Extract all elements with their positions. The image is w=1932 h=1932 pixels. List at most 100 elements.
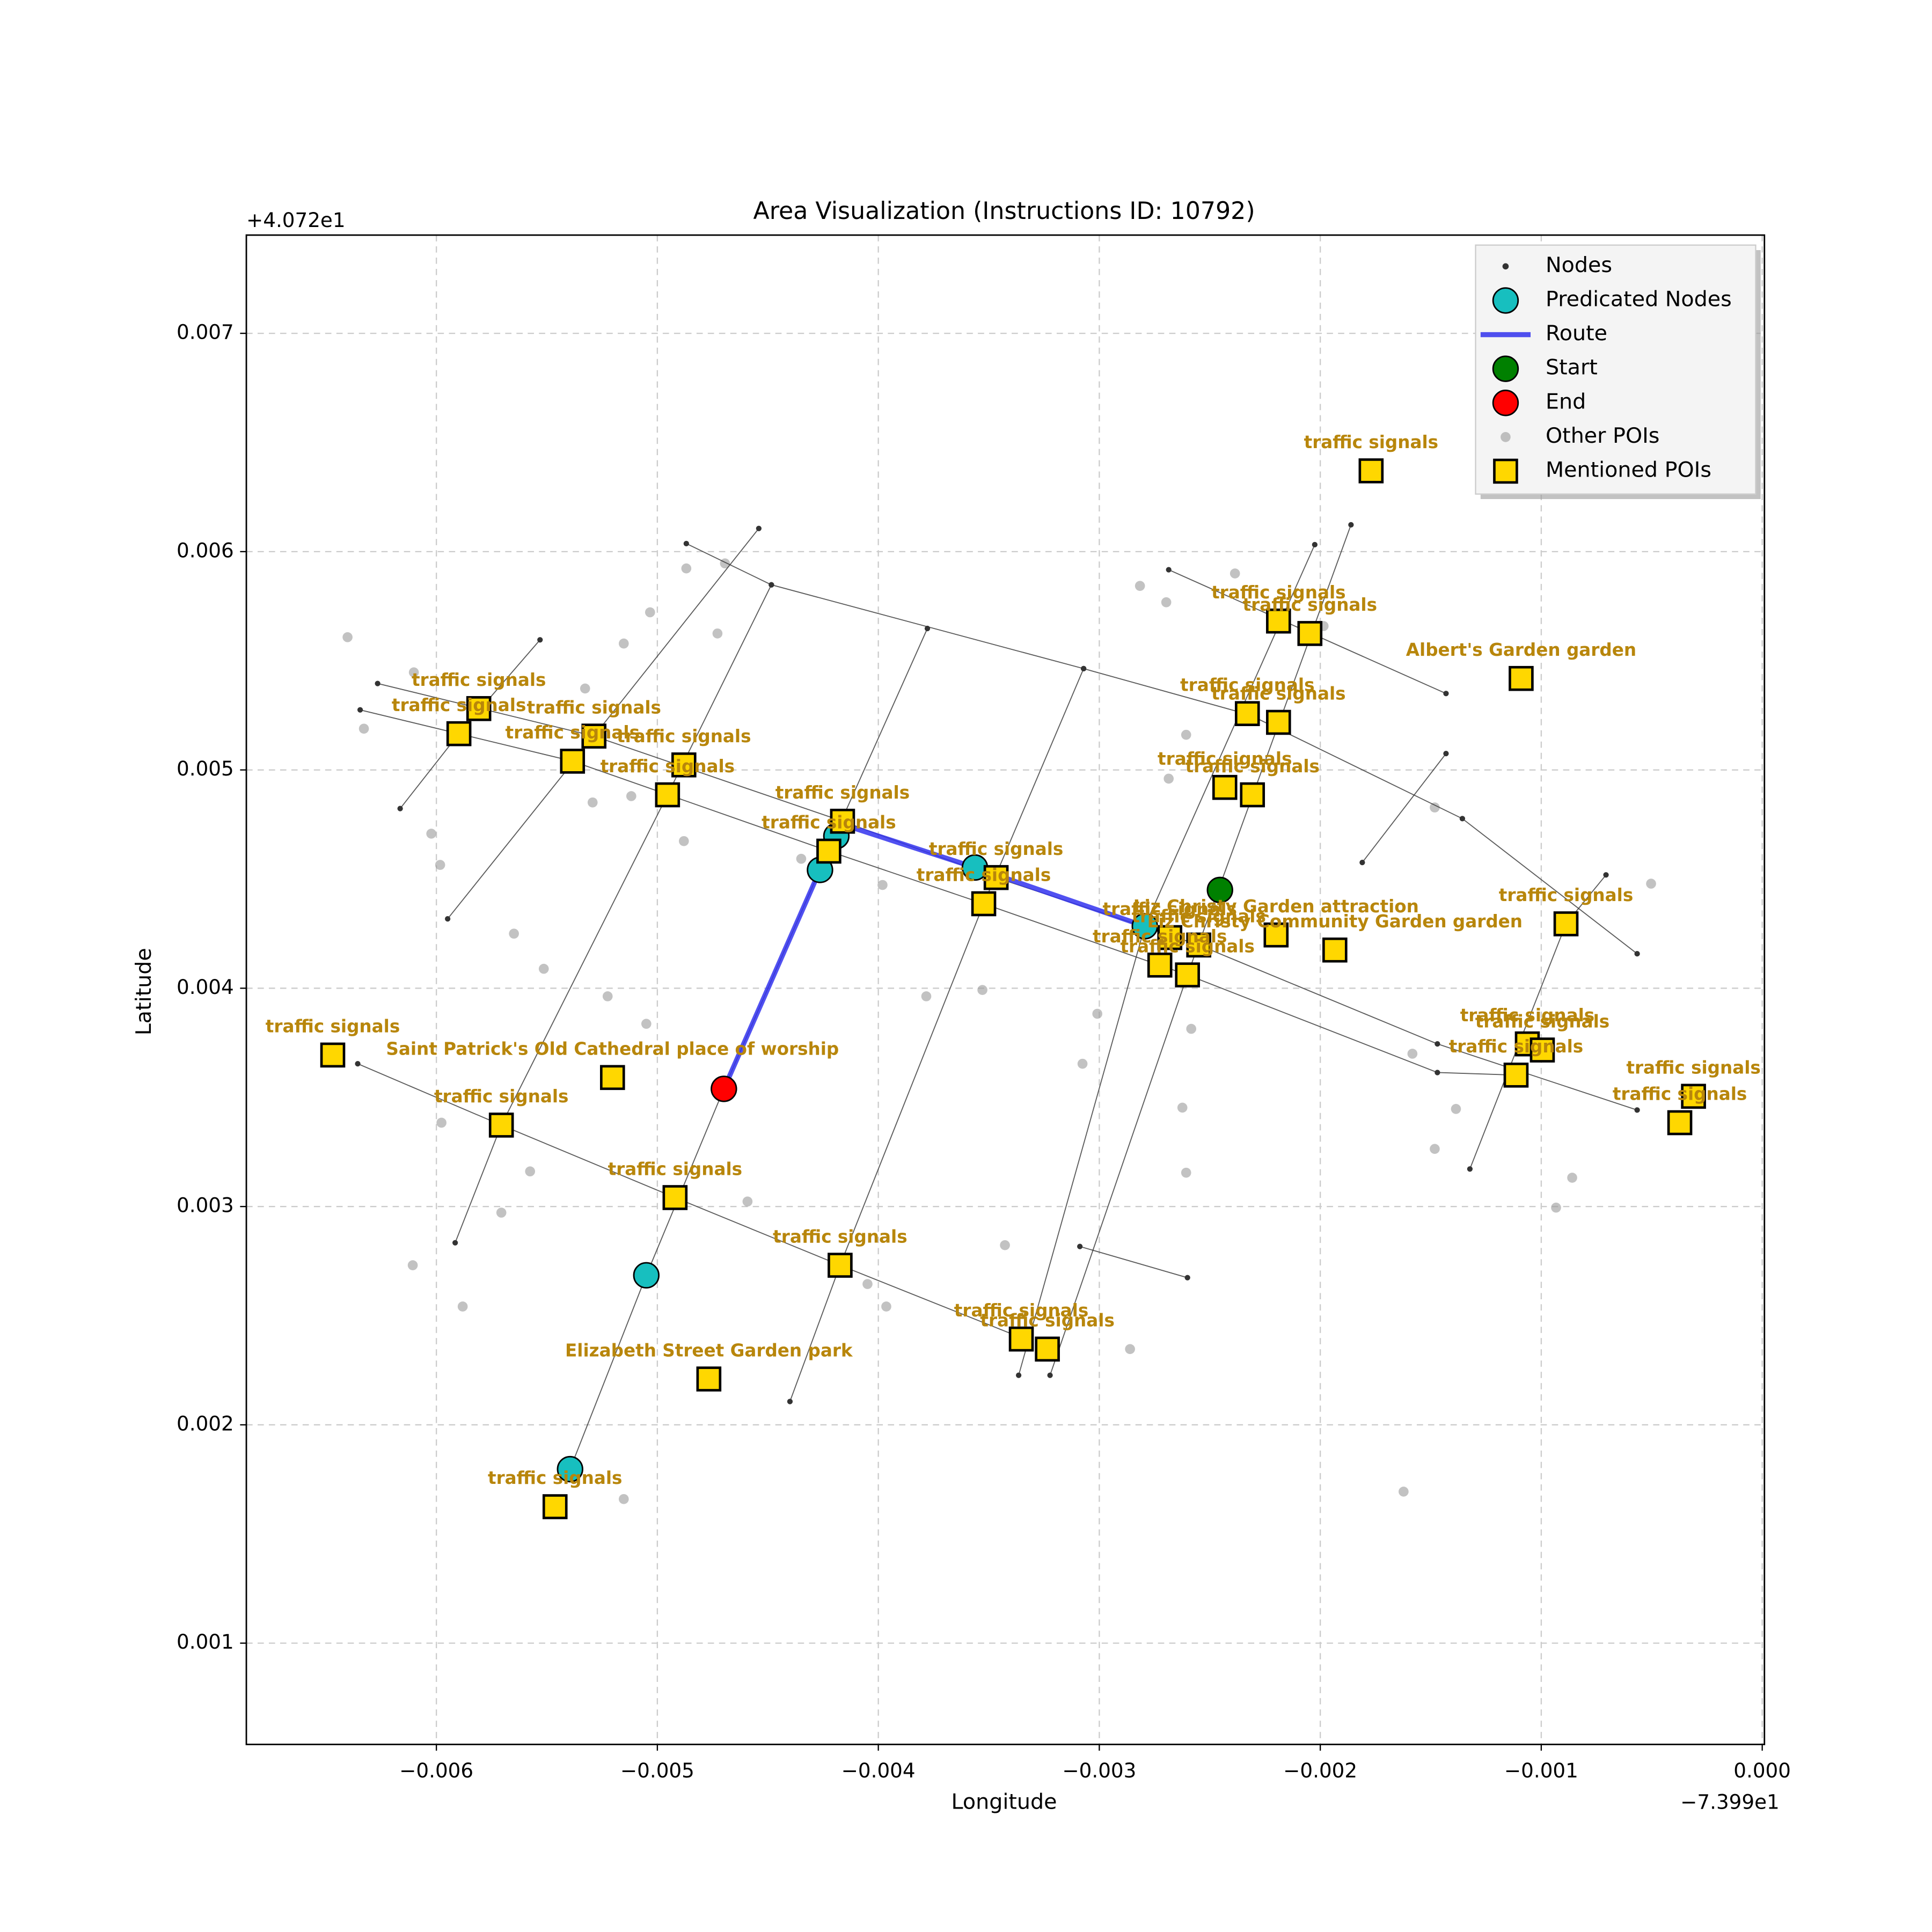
- poi-label: traffic signals: [526, 697, 661, 718]
- mentioned-poi: [816, 838, 841, 864]
- mentioned-poi: [466, 696, 492, 721]
- mentioned-poi: [1681, 1084, 1706, 1109]
- node: [1184, 1275, 1190, 1280]
- mentioned-poi: [1509, 665, 1534, 691]
- other-poi: [1551, 1202, 1561, 1213]
- legend-box: [1475, 244, 1757, 495]
- poi-label: traffic signals: [929, 839, 1063, 859]
- poi-label: traffic signals: [1499, 885, 1633, 905]
- other-poi: [1177, 1102, 1188, 1113]
- mentioned-poi: [662, 1185, 688, 1210]
- x-tick-label: −0.006: [399, 1759, 473, 1782]
- node: [769, 582, 774, 588]
- mentioned-poi: [830, 808, 855, 834]
- other-poi: [1451, 1104, 1461, 1114]
- node: [1015, 1372, 1022, 1378]
- other-poi: [457, 1301, 468, 1312]
- node: [1443, 751, 1449, 757]
- poi-label: Saint Patrick's Old Cathedral place of w…: [386, 1039, 839, 1059]
- street: [686, 543, 1638, 954]
- other-poi: [602, 991, 613, 1001]
- street: [1079, 1246, 1188, 1278]
- poi-label: traffic signals: [1180, 675, 1314, 695]
- other-poi: [358, 723, 369, 734]
- poi-label: traffic signals: [1304, 432, 1438, 452]
- mentioned-poi: [1147, 953, 1173, 978]
- mentioned-poi: [542, 1494, 568, 1519]
- node: [1081, 665, 1087, 672]
- other-poi: [426, 829, 436, 839]
- legend-label: Nodes: [1546, 253, 1612, 277]
- legend-label: End: [1546, 389, 1586, 414]
- other-poi: [862, 1279, 873, 1289]
- legend: Nodes Predicated Nodes Route Start End Other …: [1475, 244, 1761, 499]
- other-poi: [342, 632, 353, 642]
- legend-marker: [1492, 390, 1519, 416]
- other-poi: [712, 628, 723, 639]
- node: [1435, 1041, 1440, 1047]
- other-poi: [538, 963, 549, 974]
- other-poi: [678, 836, 689, 846]
- poi-label: traffic signals: [775, 782, 910, 803]
- legend-marker: [1501, 432, 1511, 442]
- other-poi: [436, 1117, 447, 1128]
- poi-label: traffic signals: [980, 1311, 1114, 1331]
- poi-label: traffic signals: [1185, 756, 1320, 777]
- other-poi: [580, 683, 590, 694]
- other-poi: [645, 607, 655, 618]
- poi-label: traffic signals: [762, 813, 896, 833]
- y-tick-label: 0.005: [177, 757, 234, 780]
- legend-label: Mentioned POIs: [1546, 457, 1711, 482]
- legend-label: Start: [1546, 355, 1598, 380]
- mentioned-poi: [1358, 458, 1384, 484]
- node: [1348, 522, 1354, 528]
- mentioned-poi: [600, 1065, 625, 1091]
- street: [455, 584, 772, 1243]
- mentioned-poi: [1297, 621, 1323, 646]
- poi-label: traffic signals: [1120, 936, 1254, 956]
- poi-label: Albert's Garden garden: [1406, 640, 1636, 660]
- mentioned-poi: [1212, 774, 1238, 800]
- other-poi: [1186, 1023, 1197, 1034]
- poi-label: traffic signals: [506, 722, 640, 743]
- poi-label: traffic signals: [1449, 1036, 1583, 1057]
- poi-label: traffic signals: [412, 670, 546, 690]
- node: [445, 916, 451, 922]
- poi-label: traffic signals: [434, 1086, 568, 1107]
- node: [1443, 691, 1449, 697]
- y-axis-label: Latitude: [131, 948, 156, 1035]
- mentioned-poi: [1008, 1326, 1034, 1352]
- other-poi: [1430, 1144, 1440, 1154]
- node: [1435, 1070, 1440, 1075]
- y-offset-label: +4.072e1: [246, 208, 346, 232]
- poi-label: traffic signals: [601, 756, 735, 777]
- other-poi: [641, 1019, 652, 1029]
- poi-label: traffic signals: [488, 1468, 622, 1488]
- mentioned-poi: [560, 749, 586, 774]
- other-poi: [1161, 597, 1172, 608]
- y-tick-label: 0.004: [177, 975, 234, 999]
- other-poi: [618, 1494, 629, 1504]
- x-tick-label: −0.004: [841, 1759, 916, 1782]
- other-poi: [977, 985, 987, 995]
- poi-label: traffic signals: [954, 1300, 1088, 1321]
- x-offset-label: −7.399e1: [1680, 1790, 1780, 1814]
- other-poi: [1125, 1344, 1135, 1355]
- poi-label: traffic signals: [1626, 1058, 1760, 1078]
- poi-label: traffic signals: [1613, 1084, 1747, 1104]
- poi-label: traffic signals: [1475, 1011, 1609, 1031]
- node: [1467, 1166, 1473, 1172]
- x-tick-label: 0.000: [1733, 1759, 1791, 1782]
- poi-label: traffic signals: [1211, 582, 1345, 603]
- mentioned-poi: [1322, 937, 1348, 963]
- node: [1459, 816, 1466, 822]
- mentioned-poi: [1035, 1336, 1060, 1362]
- other-poi: [1092, 1008, 1103, 1019]
- node: [756, 525, 762, 531]
- other-poi: [796, 853, 807, 864]
- street: [1362, 753, 1447, 863]
- poi-label: traffic signals: [1211, 684, 1345, 704]
- other-poi: [1646, 879, 1656, 889]
